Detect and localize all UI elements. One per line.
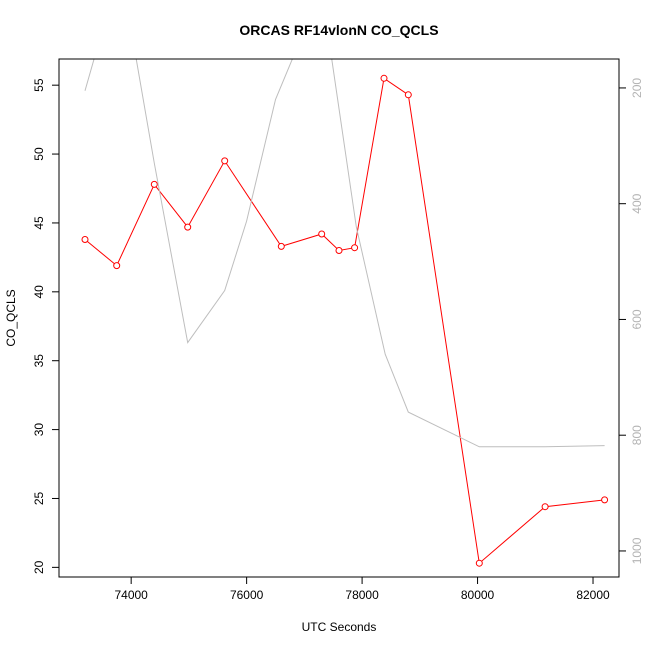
x-tick-label: 76000 (230, 588, 264, 602)
y-tick-label: 50 (32, 147, 46, 161)
y-tick-label: 30 (32, 423, 46, 437)
y-tick-label: 45 (32, 216, 46, 230)
y2-tick-label: 400 (630, 193, 644, 213)
y2-tick-label: 200 (630, 78, 644, 98)
data-point (541, 503, 549, 511)
y-tick-label: 35 (32, 354, 46, 368)
x-tick-label: 78000 (345, 588, 379, 602)
plot-area (81, 59, 609, 567)
data-point (404, 91, 412, 99)
y2-tick-label: 1000 (630, 537, 644, 564)
secondary-series (84, 59, 605, 448)
data-point (351, 244, 359, 252)
chart-title: ORCAS RF14vlonN CO_QCLS (239, 22, 438, 38)
y2-tick-label: 600 (630, 309, 644, 329)
y-axis-left: 20 25 30 35 40 45 50 55 (32, 78, 60, 574)
y-axis-right: 200 400 600 800 1000 (618, 78, 644, 564)
x-tick-label: 80000 (461, 588, 495, 602)
y-axis-label: CO_QCLS (4, 289, 18, 346)
y-tick-label: 20 (32, 560, 46, 574)
x-axis: 74000 76000 78000 80000 82000 (114, 576, 610, 602)
data-point (475, 559, 483, 567)
data-point (277, 242, 285, 250)
data-point (318, 230, 326, 238)
y-tick-label: 55 (32, 78, 46, 92)
y-tick-label: 25 (32, 491, 46, 505)
primary-series (81, 74, 609, 567)
data-point (113, 262, 121, 270)
data-point (601, 496, 609, 504)
x-tick-label: 74000 (114, 588, 148, 602)
y-tick-label: 40 (32, 285, 46, 299)
plot-frame (58, 58, 620, 578)
data-point (380, 74, 388, 82)
data-point (81, 236, 89, 243)
data-point (184, 223, 192, 231)
data-point (335, 247, 343, 254)
secondary-series-line (84, 59, 605, 448)
data-point (221, 157, 229, 165)
x-axis-label: UTC Seconds (302, 620, 377, 634)
x-tick-label: 82000 (576, 588, 610, 602)
data-point (150, 180, 158, 188)
y2-tick-label: 800 (630, 425, 644, 445)
